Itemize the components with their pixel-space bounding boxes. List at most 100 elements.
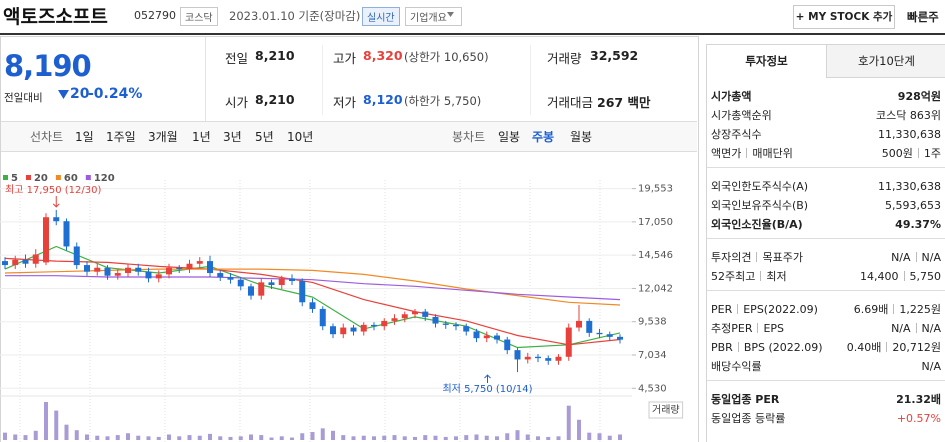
- tab[interactable]: 1년: [192, 130, 211, 144]
- candle-body: [12, 259, 19, 266]
- volume-bar: [443, 436, 448, 440]
- info-row: 액면가 매매단위 500원 1주: [711, 145, 941, 163]
- realtime-button[interactable]: 실시간: [362, 7, 400, 26]
- info-row: 동일업종 PER 21.32배: [711, 391, 941, 409]
- volume-bar: [597, 433, 602, 440]
- value-text: 5,750: [909, 270, 942, 283]
- candle-body: [524, 356, 531, 360]
- volume-bar: [13, 434, 18, 440]
- ma-line: [4, 257, 621, 346]
- company-button[interactable]: 기업개요: [405, 7, 462, 26]
- volume-bar: [23, 435, 28, 440]
- volume-bar: [556, 436, 561, 440]
- current-price: 8,190: [4, 49, 92, 83]
- info-label: PBR BPS (2022.09): [711, 339, 823, 357]
- info-divider: [707, 290, 945, 291]
- volume-bar: [54, 410, 59, 440]
- tab[interactable]: 월봉: [570, 130, 593, 144]
- value-text: 11,330,638: [878, 128, 941, 141]
- candle-body: [504, 339, 511, 351]
- label-text: 배당수익률: [711, 360, 762, 373]
- tab[interactable]: 일봉: [498, 130, 521, 144]
- tab-bar: [1, 121, 697, 152]
- label-text: 액면가: [711, 147, 742, 160]
- info-value: 5,593,653: [885, 197, 941, 215]
- value-text: 0.40배: [846, 341, 882, 354]
- tab[interactable]: 3개월: [148, 130, 178, 144]
- label-text: 외국인한도주식수(A): [711, 180, 809, 193]
- candle-body: [391, 318, 398, 321]
- candle-body: [125, 267, 131, 274]
- legend-label: 120: [94, 173, 115, 184]
- value-text: 코스닥 863위: [876, 109, 941, 122]
- volume-bar: [177, 436, 182, 440]
- info-row: 상장주식수 11,330,638: [711, 126, 941, 144]
- info-divider: [707, 238, 945, 239]
- tab[interactable]: 10년: [287, 130, 314, 144]
- label-text: 시가총액순위: [711, 109, 772, 122]
- candle-body: [268, 282, 275, 286]
- change-pct: -0.24%: [88, 86, 143, 102]
- quote-value: 8,320: [363, 48, 403, 63]
- tab-group-label: 선차트: [30, 130, 64, 144]
- legend-label: 60: [64, 173, 78, 184]
- volume-bar: [607, 435, 612, 440]
- candle-body: [412, 311, 418, 315]
- candle-body: [227, 277, 234, 280]
- tab[interactable]: 1주일: [106, 130, 136, 144]
- separator: [737, 342, 739, 352]
- volume-bar: [474, 434, 479, 440]
- quote-value: 8,210: [255, 48, 295, 63]
- my-stock-button[interactable]: + MY STOCK 추가: [793, 5, 895, 29]
- volume-bar: [126, 433, 130, 440]
- change-label: 전일대비: [4, 92, 43, 104]
- info-label: 외국인한도주식수(A): [711, 178, 808, 196]
- quote-value: 32,592: [590, 48, 639, 63]
- separator: [915, 252, 917, 262]
- quote-note: (상한가 10,650): [404, 50, 489, 64]
- y-tick-label: 19,553: [638, 184, 673, 195]
- header-rule: [0, 33, 945, 35]
- candle-body: [319, 308, 326, 327]
- info-row: 시가총액순위 코스닥 863위: [711, 107, 941, 125]
- volume-bar: [566, 405, 571, 440]
- tab[interactable]: 주봉: [532, 130, 555, 144]
- info-row: 배당수익률 N/A: [711, 358, 941, 376]
- volume-bar: [392, 435, 397, 440]
- candle-body: [401, 314, 408, 319]
- volume-bar: [515, 430, 520, 440]
- y-tick-label: 12,042: [638, 283, 673, 294]
- candle-body: [535, 356, 541, 359]
- value-text: 500원: [881, 147, 913, 160]
- candle-body: [22, 259, 29, 264]
- volume-label-box: [648, 401, 684, 419]
- info-row: 투자의견 목표주가 N/A N/A: [711, 249, 941, 267]
- volume-bar: [74, 430, 79, 440]
- separator: [746, 148, 748, 158]
- candle-body: [155, 274, 162, 279]
- tab[interactable]: 3년: [223, 130, 242, 144]
- info-row: PBR BPS (2022.09) 0.40배 20,712원: [711, 339, 941, 357]
- main-panel: [0, 36, 699, 442]
- separator: [893, 304, 895, 314]
- info-tab[interactable]: 호가10단계: [826, 45, 945, 78]
- divider: [205, 37, 206, 121]
- tab[interactable]: 1일: [75, 130, 94, 144]
- info-value: 6.69배 1,225원: [854, 301, 941, 319]
- value-text: 6.69배: [853, 303, 889, 316]
- volume-bar: [44, 402, 48, 440]
- low-annotation: 최저 5,750 (10/14): [442, 383, 532, 395]
- volume-bar: [269, 437, 274, 440]
- candle-body: [494, 335, 500, 340]
- volume-bar: [525, 434, 530, 440]
- legend-swatch: [3, 175, 8, 180]
- candle-body: [422, 311, 429, 317]
- quick-order[interactable]: 빠른주: [907, 10, 939, 24]
- volume-bar: [587, 432, 592, 440]
- candle-body: [330, 326, 336, 335]
- info-tab-active[interactable]: 투자정보: [707, 45, 826, 78]
- label-text: EPS(2022.09): [743, 303, 818, 316]
- tab[interactable]: 5년: [255, 130, 274, 144]
- candle-body: [473, 331, 480, 339]
- value-text: N/A: [891, 251, 911, 264]
